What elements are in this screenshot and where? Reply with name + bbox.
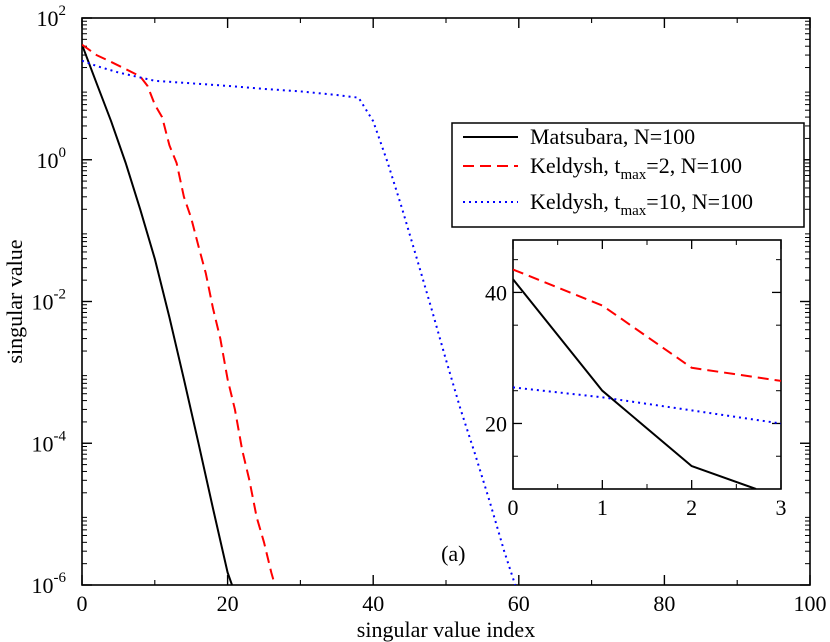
inset-series-line-matsubara-n-100 [513,278,757,489]
y-tick-label: 10-4 [32,428,67,456]
legend-label-keldysh-tmax10: Keldysh, tmax=10, N=100 [530,189,753,219]
y-tick-label-exponent: -2 [54,287,67,303]
y-tick-label: 10-6 [32,570,67,598]
legend-label-keldysh-tmax10-sub: max [620,203,646,219]
y-axis-label: singular value [2,239,27,363]
inset-x-tick-label: 1 [597,495,608,520]
x-tick-label: 60 [508,591,530,616]
series-line-matsubara-n-100 [82,44,233,585]
y-tick-label-exponent: 0 [59,145,67,161]
series-line-keldysh-t-max-2-n-100 [82,43,276,585]
inset-series-lines [513,268,781,489]
legend-label-keldysh-tmax10-tail: =10, N=100 [646,189,753,214]
y-tick-label-base: 10 [32,573,54,598]
y-tick-label-exponent: -4 [54,428,67,444]
legend-label-keldysh-tmax2-main: Keldysh, t [530,153,620,178]
legend-label-keldysh-tmax2: Keldysh, tmax=2, N=100 [530,153,742,183]
y-tick-label: 102 [37,3,67,31]
inset-x-tick-label: 2 [686,495,697,520]
legend-label-keldysh-tmax2-sub: max [620,167,646,183]
y-tick-label: 100 [37,145,67,173]
inset-y-tick-label: 20 [485,411,507,436]
main-series-lines [82,43,517,585]
y-tick-label: 10-2 [32,287,67,315]
y-tick-label-base: 10 [32,290,54,315]
inset-plot-frame [512,239,782,490]
inset-x-tick-label: 0 [508,495,519,520]
legend: Matsubara, N=100 Keldysh, tmax=2, N=100 … [451,122,805,228]
y-tick-label-exponent: 2 [59,3,67,19]
panel-annotation: (a) [441,541,465,566]
series-line-keldysh-t-max-10-n-100 [82,59,517,585]
x-axis-label: singular value index [357,617,535,642]
y-tick-label-exponent: -6 [54,570,67,586]
inset-y-tick-label: 40 [485,280,507,305]
main-x-ticks: 0 20 40 60 80 100 [77,18,827,616]
legend-label-matsubara: Matsubara, N=100 [530,124,695,149]
x-tick-label: 80 [653,591,675,616]
y-tick-label-base: 10 [37,148,59,173]
y-tick-label-base: 10 [37,6,59,31]
legend-label-keldysh-tmax10-main: Keldysh, t [530,189,620,214]
main-minor-ticks [82,18,810,585]
x-tick-label: 40 [362,591,384,616]
y-tick-label-base: 10 [32,431,54,456]
x-tick-label: 0 [77,591,88,616]
legend-label-keldysh-tmax2-tail: =2, N=100 [646,153,742,178]
inset-x-ticks: 0 1 2 3 [508,240,787,520]
inset-x-tick-label: 3 [776,495,787,520]
x-tick-label: 100 [794,591,827,616]
x-tick-label: 20 [217,591,239,616]
legend-box [451,122,805,228]
